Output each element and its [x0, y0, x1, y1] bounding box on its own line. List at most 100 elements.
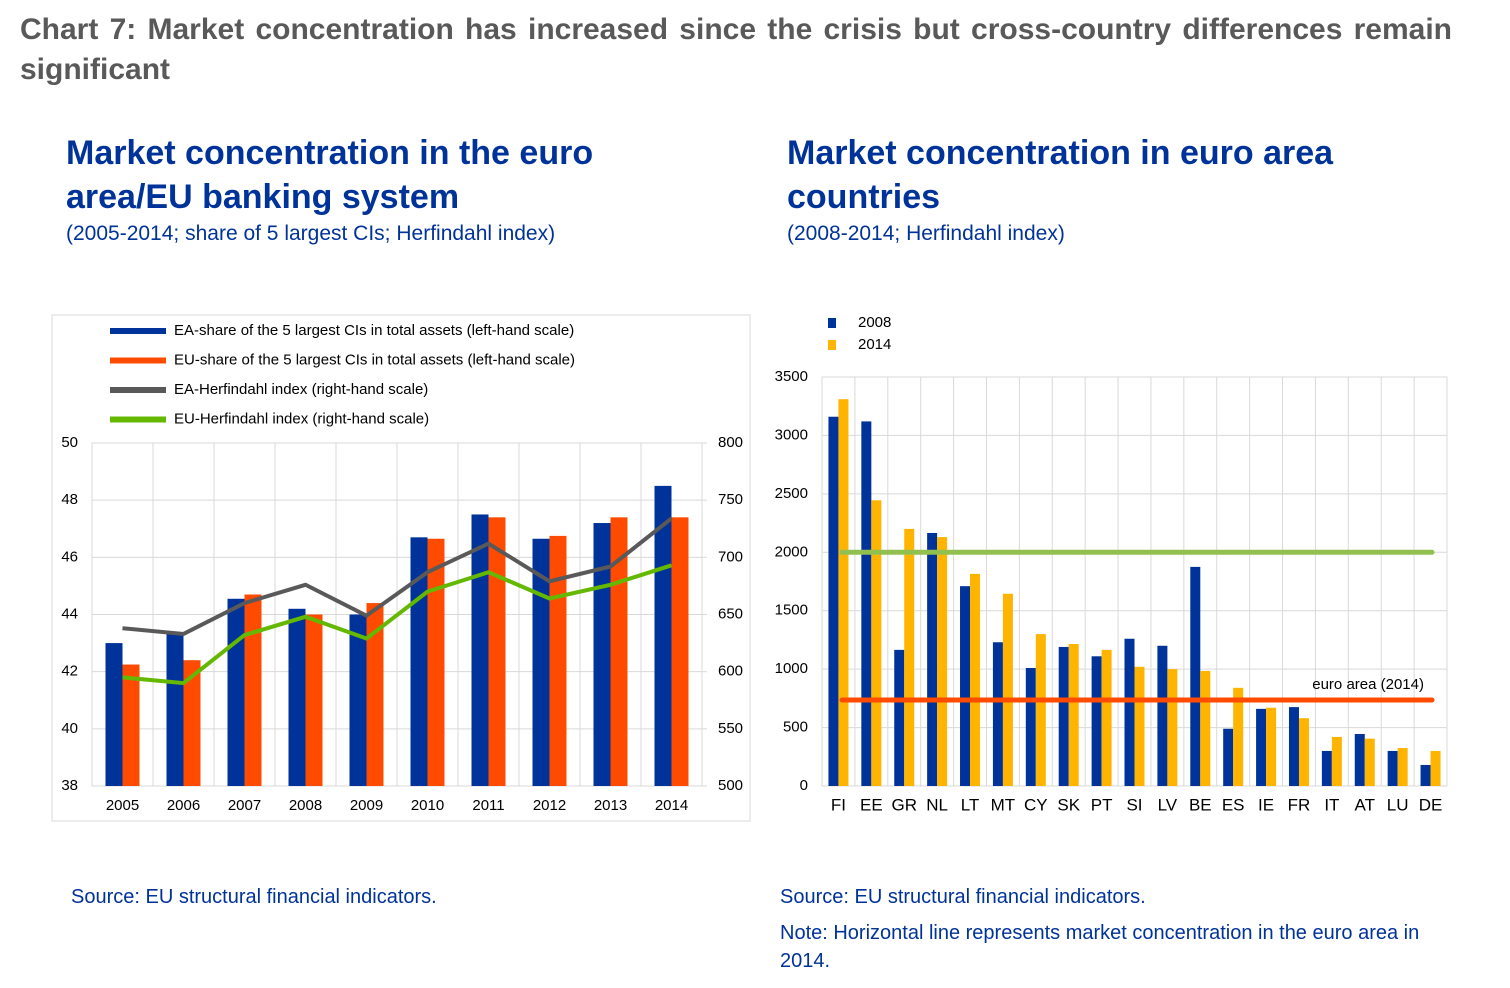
bar	[1288, 707, 1299, 786]
bar	[871, 500, 882, 786]
chart-subtitle: (2005-2014; share of 5 largest CIs; Herf…	[66, 222, 556, 245]
chart-subtitle: (2008-2014; Herfindahl index)	[787, 222, 1065, 245]
x-tick-label: LU	[1387, 795, 1409, 814]
y2-tick-label: 700	[718, 548, 743, 565]
x-tick-label: GR	[891, 795, 917, 814]
bar	[1134, 666, 1145, 786]
slide-title: Chart 7: Market concentration has increa…	[20, 13, 1452, 86]
note: Note: Horizontal line represents market …	[780, 922, 1420, 972]
x-tick-label: 2009	[350, 797, 383, 814]
bar	[1101, 649, 1112, 786]
y-tick-label: 0	[800, 777, 808, 794]
line-series	[122, 563, 673, 686]
bar	[1002, 593, 1013, 786]
x-tick-label: 2011	[472, 797, 504, 814]
bar	[471, 514, 489, 786]
bar	[927, 533, 938, 786]
x-tick-label: 2005	[106, 797, 139, 814]
bar	[427, 538, 445, 786]
legend-label: 2008	[858, 314, 891, 331]
legend-label: EA-Herfindahl index (right-hand scale)	[174, 381, 428, 398]
x-tick-label: PT	[1091, 795, 1113, 814]
x-tick-label: LT	[961, 795, 980, 814]
bar	[1167, 669, 1178, 786]
bar	[1354, 733, 1365, 786]
y2-tick-label: 750	[718, 491, 743, 508]
y-tick-label: 3500	[775, 368, 808, 385]
bar	[838, 399, 849, 786]
bar	[1397, 748, 1408, 786]
y-tick-label: 2000	[775, 543, 808, 560]
y-tick-label: 1000	[775, 660, 808, 677]
x-tick-label: 2010	[411, 797, 444, 814]
bar	[1387, 750, 1398, 786]
x-tick-label: 2012	[533, 797, 566, 814]
bar	[166, 633, 184, 786]
bar	[970, 573, 981, 786]
x-tick-label: 2008	[289, 797, 322, 814]
bar	[349, 614, 367, 786]
x-tick-label: SI	[1126, 795, 1142, 814]
chart-title: Market concentration in euro area countr…	[787, 134, 1334, 216]
bar	[937, 537, 948, 786]
bar	[1266, 707, 1277, 786]
y-tick-label: 3000	[775, 426, 808, 443]
x-tick-label: 2013	[594, 797, 627, 814]
bar	[1364, 738, 1375, 786]
bar	[1331, 736, 1342, 786]
bar	[1420, 764, 1431, 786]
x-tick-label: 2006	[167, 797, 200, 814]
y-tick-label: 40	[61, 720, 78, 737]
bar	[1025, 667, 1036, 786]
bar	[1124, 638, 1135, 786]
legend-label: 2014	[858, 336, 891, 353]
bar	[593, 523, 611, 786]
y2-tick-label: 800	[718, 434, 743, 451]
bar	[105, 643, 123, 786]
bar	[654, 485, 672, 786]
legend-swatch	[828, 318, 836, 328]
y2-tick-label: 500	[718, 777, 743, 794]
bar	[1430, 750, 1441, 786]
y-tick-label: 46	[61, 548, 78, 565]
x-tick-label: LV	[1158, 795, 1178, 814]
x-tick-label: FI	[831, 795, 846, 814]
bar	[1321, 750, 1332, 786]
bar	[1157, 645, 1168, 786]
y-tick-label: 48	[61, 491, 78, 508]
y2-tick-label: 550	[718, 720, 743, 737]
y-tick-label: 50	[61, 434, 78, 451]
source: Source: EU structural financial indicato…	[71, 886, 437, 908]
x-tick-label: EE	[860, 795, 883, 814]
bar	[366, 603, 384, 786]
bar	[828, 416, 839, 786]
bar	[305, 614, 323, 786]
y-tick-label: 2500	[775, 485, 808, 502]
legend-label: EU-share of the 5 largest CIs in total a…	[174, 351, 575, 368]
bar	[122, 664, 140, 786]
bar	[1058, 646, 1069, 786]
bar	[183, 660, 201, 786]
reference-label: euro area (2014)	[1312, 676, 1424, 693]
source: Source: EU structural financial indicato…	[780, 886, 1146, 908]
bar	[904, 528, 915, 786]
bar	[960, 586, 971, 786]
bar	[532, 538, 550, 786]
bar	[1298, 718, 1309, 786]
bar	[861, 421, 872, 786]
bar	[1068, 644, 1079, 786]
y2-tick-label: 600	[718, 663, 743, 680]
bar	[1091, 656, 1102, 786]
bar	[1223, 728, 1234, 786]
line-series	[122, 516, 673, 636]
y-tick-label: 500	[783, 719, 808, 736]
legend-label: EA-share of the 5 largest CIs in total a…	[174, 322, 574, 339]
y-tick-label: 1500	[775, 602, 808, 619]
x-tick-label: 2007	[228, 797, 261, 814]
chart-frame	[51, 314, 751, 822]
x-tick-label: ES	[1222, 795, 1245, 814]
y-tick-label: 44	[61, 605, 78, 622]
x-tick-label: CY	[1024, 795, 1048, 814]
bar	[488, 517, 506, 786]
